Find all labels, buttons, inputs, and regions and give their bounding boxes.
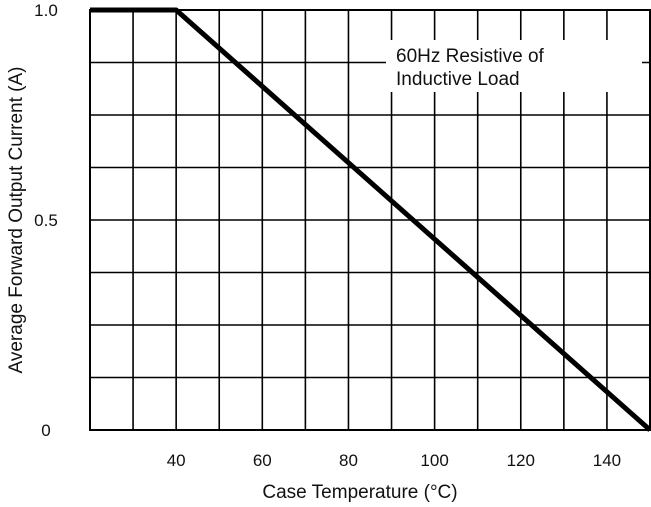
y-tick-labels: 0 0.5 1.0 bbox=[34, 1, 58, 440]
x-tick-label: 80 bbox=[339, 451, 358, 470]
annotation-line-2: Inductive Load bbox=[396, 69, 520, 90]
y-axis-label: Average Forward Output Current (A) bbox=[6, 67, 27, 374]
x-tick-label: 140 bbox=[593, 451, 621, 470]
x-tick-label: 100 bbox=[420, 451, 448, 470]
plot-frame bbox=[89, 9, 651, 431]
y-tick-label: 1.0 bbox=[34, 1, 58, 20]
series-lines bbox=[90, 7, 651, 432]
y-tick-label: 0 bbox=[41, 421, 50, 440]
y-tick-label: 0.5 bbox=[34, 211, 58, 230]
x-tick-label: 60 bbox=[253, 451, 272, 470]
x-tick-labels: 40 60 80 100 120 140 bbox=[167, 451, 621, 470]
series-line-1 bbox=[90, 7, 651, 432]
x-axis-label: Case Temperature (°C) bbox=[262, 482, 457, 503]
annotation-line-1: 60Hz Resistive of bbox=[396, 46, 545, 67]
x-tick-label: 120 bbox=[507, 451, 535, 470]
annotation-background bbox=[386, 40, 642, 92]
x-tick-label: 40 bbox=[167, 451, 186, 470]
